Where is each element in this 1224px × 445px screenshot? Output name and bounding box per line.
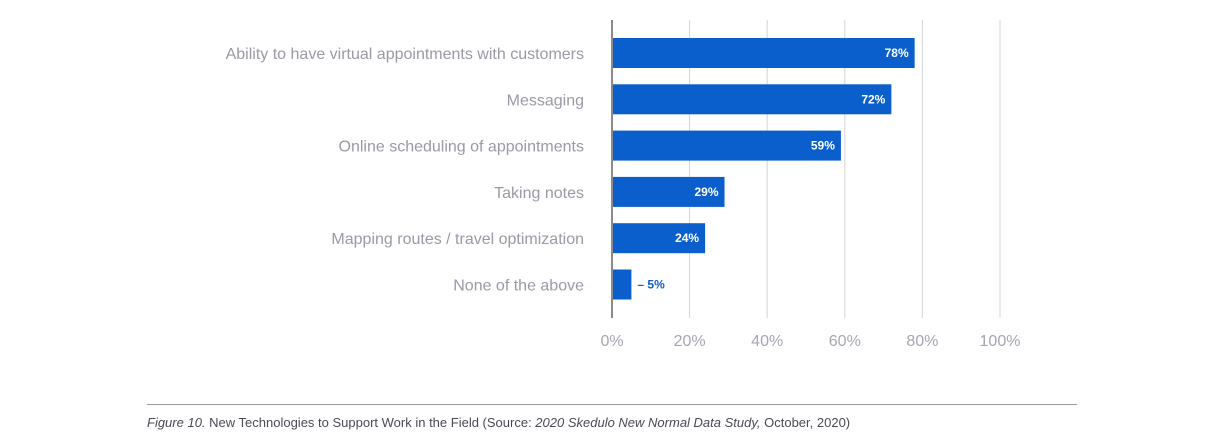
category-label: None of the above [453, 278, 584, 295]
figure-caption: Figure 10. New Technologies to Support W… [147, 415, 850, 430]
bar [612, 130, 841, 161]
category-label: Messaging [507, 92, 584, 109]
category-label: Taking notes [494, 185, 584, 202]
x-axis-tick-labels: 0% 20% 40% 60% 80% 100% [600, 333, 1020, 350]
gridlines [689, 20, 1001, 318]
category-label: Online scheduling of appointments [339, 139, 585, 156]
caption-text-2: October, 2020) [760, 415, 851, 430]
value-label: 59% [811, 139, 835, 153]
x-tick-label: 60% [829, 333, 861, 350]
study-name: 2020 Skedulo New Normal Data Study, [535, 415, 761, 430]
x-tick-label: 20% [674, 333, 706, 350]
value-label: 29% [694, 185, 718, 199]
value-labels: 78% 72% 59% 29% 24% – 5% [637, 46, 909, 292]
caption-text-1: New Technologies to Support Work in the … [205, 415, 536, 430]
figure-label: Figure 10. [147, 415, 206, 430]
bar [612, 223, 706, 254]
x-tick-label: 100% [980, 333, 1021, 350]
value-label: 78% [885, 46, 909, 60]
bar [612, 176, 725, 207]
value-label: – 5% [637, 278, 665, 292]
category-labels: Ability to have virtual appointments wit… [226, 46, 584, 295]
x-tick-label: 40% [751, 333, 783, 350]
value-label: 24% [675, 231, 699, 245]
bar-chart: Ability to have virtual appointments wit… [226, 20, 1020, 350]
caption-divider [147, 404, 1077, 405]
bar [612, 38, 915, 68]
x-tick-label: 0% [600, 333, 623, 350]
bar [612, 269, 632, 300]
category-label: Mapping routes / travel optimization [331, 231, 584, 248]
category-label: Ability to have virtual appointments wit… [226, 46, 584, 63]
bars [612, 38, 915, 300]
bar [612, 84, 892, 115]
value-label: 72% [861, 92, 885, 106]
x-tick-label: 80% [906, 333, 938, 350]
